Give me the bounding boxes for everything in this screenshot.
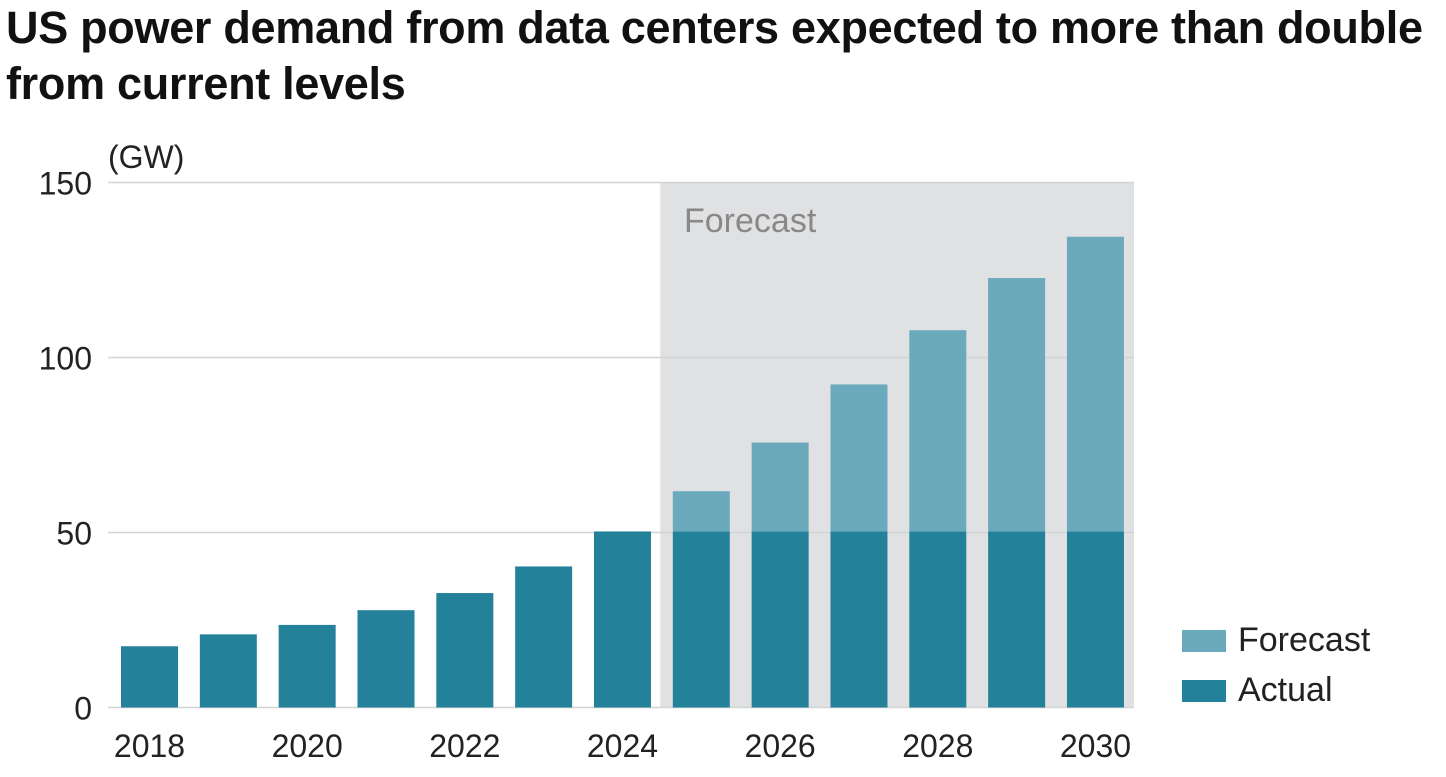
bar-actual-2026 [751,531,809,708]
bar-actual-2020 [278,624,336,708]
bar-actual-2018 [121,646,178,708]
legend-swatch-actual [1182,680,1226,702]
y-tick-label: 50 [56,516,92,552]
bar-forecast-2027 [830,384,888,532]
legend-label-actual: Actual [1238,671,1333,709]
bar-actual-2030 [1066,531,1124,708]
legend: Forecast Actual [1182,621,1371,709]
bar-forecast-2025 [672,491,730,532]
forecast-region-label: Forecast [684,202,817,240]
x-tick-label: 2026 [745,728,816,764]
bar-actual-2027 [830,531,888,708]
bar-actual-2019 [199,634,257,708]
legend-swatch-forecast [1182,630,1226,652]
x-tick-label: 2024 [587,728,658,764]
y-tick-label: 150 [39,166,92,202]
x-tick-label: 2030 [1060,728,1131,764]
bar-forecast-2029 [988,278,1046,532]
x-tick-label: 2028 [902,728,973,764]
bar-actual-2023 [515,566,573,708]
bar-forecast-2028 [909,330,967,532]
y-axis-label: (GW) [108,139,184,175]
bar-actual-2025 [672,531,730,708]
legend-label-forecast: Forecast [1238,621,1371,659]
x-tick-label: 2020 [272,728,343,764]
x-tick-label: 2022 [429,728,500,764]
bar-forecast-2030 [1066,236,1124,532]
bar-actual-2021 [357,610,415,708]
bar-forecast-2026 [751,442,809,532]
bar-actual-2024 [593,531,651,708]
chart-title: US power demand from data centers expect… [6,2,1423,109]
bar-actual-2029 [988,531,1046,708]
x-tick-label: 2018 [114,728,185,764]
bar-actual-2028 [909,531,967,708]
y-tick-label: 0 [74,691,92,727]
bar-actual-2022 [436,593,494,708]
forecast-region-shading [660,182,1134,708]
y-tick-label: 100 [39,341,92,377]
